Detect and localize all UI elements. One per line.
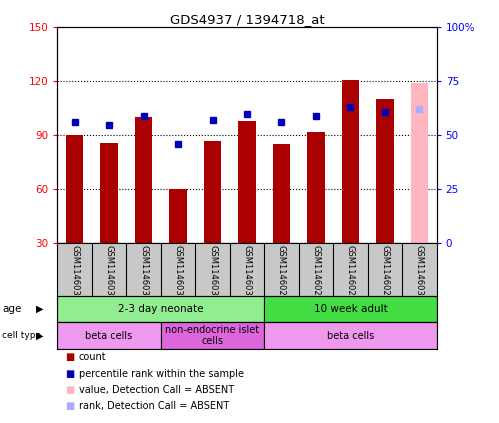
Bar: [135, 117, 152, 243]
Text: GSM1146032: GSM1146032: [105, 245, 114, 301]
Bar: [239, 121, 255, 243]
Text: beta cells: beta cells: [85, 331, 133, 341]
Text: ■: ■: [65, 368, 74, 379]
Text: count: count: [79, 352, 106, 363]
Text: 2-3 day neonate: 2-3 day neonate: [118, 304, 204, 314]
Bar: [264, 296, 437, 322]
Text: ■: ■: [65, 385, 74, 395]
Text: value, Detection Call = ABSENT: value, Detection Call = ABSENT: [79, 385, 234, 395]
Text: GSM1146036: GSM1146036: [243, 245, 251, 301]
Text: 10 week adult: 10 week adult: [313, 304, 387, 314]
Bar: [307, 132, 324, 243]
Text: GSM1146027: GSM1146027: [311, 245, 320, 301]
Bar: [100, 143, 118, 243]
Bar: [204, 141, 221, 243]
Text: age: age: [2, 304, 22, 314]
Bar: [57, 296, 264, 322]
Text: non-endocrine islet
cells: non-endocrine islet cells: [166, 325, 259, 346]
Text: GSM1146026: GSM1146026: [277, 245, 286, 301]
Text: ▶: ▶: [36, 304, 43, 314]
Bar: [273, 144, 290, 243]
Text: GSM1146028: GSM1146028: [346, 245, 355, 301]
Bar: [342, 80, 359, 243]
Bar: [376, 99, 394, 243]
Text: ■: ■: [65, 401, 74, 411]
Bar: [161, 322, 264, 349]
Bar: [66, 135, 83, 243]
Text: cell type: cell type: [2, 331, 41, 340]
Text: beta cells: beta cells: [327, 331, 374, 341]
Text: GSM1146034: GSM1146034: [174, 245, 183, 301]
Text: GSM1146029: GSM1146029: [380, 245, 389, 301]
Bar: [57, 322, 161, 349]
Text: GSM1146031: GSM1146031: [70, 245, 79, 301]
Text: ▶: ▶: [36, 331, 43, 341]
Text: rank, Detection Call = ABSENT: rank, Detection Call = ABSENT: [79, 401, 229, 411]
Text: GSM1146033: GSM1146033: [139, 245, 148, 301]
Bar: [170, 190, 187, 243]
Text: percentile rank within the sample: percentile rank within the sample: [79, 368, 244, 379]
Text: GSM1146030: GSM1146030: [415, 245, 424, 301]
Text: ■: ■: [65, 352, 74, 363]
Text: GSM1146035: GSM1146035: [208, 245, 217, 301]
Title: GDS4937 / 1394718_at: GDS4937 / 1394718_at: [170, 14, 324, 26]
Bar: [264, 322, 437, 349]
Bar: [411, 83, 428, 243]
